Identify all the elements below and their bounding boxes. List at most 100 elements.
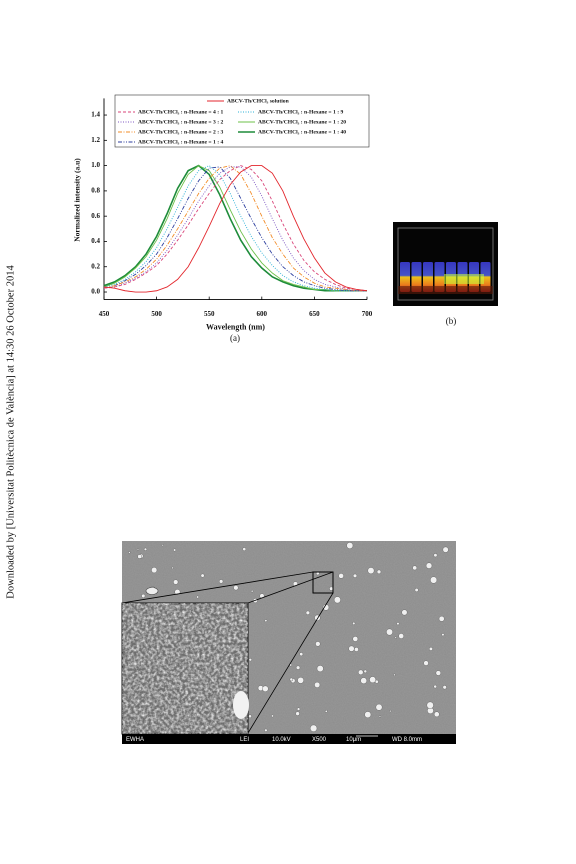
particle — [315, 641, 321, 647]
particle — [346, 542, 354, 549]
y-tick-label: 0.0 — [91, 288, 100, 296]
x-tick-label: 500 — [151, 310, 162, 318]
particle — [316, 665, 324, 672]
y-tick-label: 0.4 — [91, 237, 100, 245]
sem-label: EWHA — [126, 737, 144, 743]
particle — [262, 685, 269, 692]
particle — [358, 669, 364, 675]
x-tick-label: 550 — [204, 310, 215, 318]
particle — [128, 551, 131, 554]
particle — [412, 565, 418, 571]
particle — [200, 573, 205, 578]
vial — [411, 262, 422, 292]
sem-label: 10μm — [346, 737, 361, 743]
particle — [378, 715, 381, 718]
particle — [441, 633, 445, 637]
panel-label: (a) — [230, 333, 240, 343]
particle — [141, 593, 146, 598]
vial — [434, 262, 445, 292]
legend-label: ABCV-Th/CHCl₃ : n-Hexane = 2 : 3 — [138, 129, 223, 135]
data-line — [103, 164, 367, 292]
particle — [305, 610, 310, 615]
particle — [248, 658, 252, 662]
sem-label: X500 — [312, 737, 327, 743]
particle — [396, 622, 400, 626]
particle — [354, 647, 359, 652]
legend-label: ABCV-Th/CHCl₃ : n-Hexane = 3 : 2 — [138, 119, 223, 125]
particle — [173, 548, 177, 552]
particle — [389, 710, 392, 713]
particle — [376, 569, 382, 575]
particle — [297, 677, 304, 684]
particle — [173, 579, 179, 585]
data-line — [103, 165, 367, 292]
particle — [425, 562, 433, 569]
legend-label: ABCV-Th/CHCl₃ : n-Hexane = 4 : 1 — [138, 109, 223, 115]
chart: 0.0 0.2 0.4 0.6 0.8 1.0 1.2 1.4 450 500 550 600 650 7… — [73, 94, 373, 331]
particle — [218, 579, 224, 584]
particle — [429, 647, 433, 651]
vial — [400, 262, 410, 292]
particle — [324, 710, 328, 713]
particle — [271, 714, 274, 718]
vial-glow — [444, 274, 484, 284]
particle — [242, 547, 247, 551]
particle — [161, 544, 164, 547]
particle — [423, 660, 429, 666]
particle — [426, 701, 434, 709]
particle — [338, 573, 344, 579]
particle — [435, 670, 442, 676]
x-axis-label: Wavelength (nm) — [206, 322, 265, 331]
sem-label: WD 8.0mm — [392, 737, 422, 743]
particle — [296, 707, 301, 711]
y-tick-label: 0.2 — [91, 262, 100, 270]
particle — [433, 553, 438, 558]
legend-label: ABCV-Th/CHCl₃ solution — [227, 98, 290, 104]
particle — [398, 633, 404, 639]
vial — [423, 262, 433, 292]
particle — [137, 554, 142, 559]
particle — [352, 573, 358, 578]
vial-photo — [393, 222, 498, 306]
particle — [352, 636, 359, 642]
vial — [480, 262, 491, 292]
particle — [145, 587, 159, 595]
particle — [438, 615, 445, 622]
particle — [171, 566, 174, 570]
particle — [414, 588, 419, 592]
sem-label: LEI — [240, 737, 249, 743]
data-line — [103, 165, 367, 292]
particle — [401, 609, 408, 616]
legend-label: ABCV-Th/CHCl₃ : n-Hexane = 1 : 40 — [258, 129, 346, 135]
particle — [433, 711, 440, 718]
data-line — [103, 165, 367, 292]
side-note: Downloaded by [Universitat Politècnica d… — [5, 265, 16, 599]
particle — [394, 636, 397, 639]
particle — [433, 684, 437, 689]
y-axis-label: Normalized intensity (a.u) — [73, 158, 82, 242]
y-tick-label: 1.0 — [91, 161, 100, 169]
sem-label: 10.0kV — [272, 737, 291, 743]
particle — [442, 546, 449, 553]
particle — [151, 567, 158, 574]
y-tick-label: 0.8 — [91, 186, 100, 194]
y-tick-label: 0.6 — [91, 212, 100, 220]
y-tick-label: 1.2 — [91, 136, 100, 144]
particle — [369, 676, 376, 684]
particle — [264, 619, 268, 623]
particle — [352, 621, 356, 625]
x-tick-label: 650 — [309, 310, 320, 318]
sem-image: EWHA LEI 10.0kV X500 10μm WD 8.0mm — [121, 541, 456, 744]
particle — [310, 724, 318, 732]
data-line — [103, 166, 367, 292]
particle — [393, 673, 396, 676]
panel-label: (b) — [446, 316, 457, 326]
legend-box — [114, 94, 370, 148]
particle — [248, 714, 252, 719]
particle — [386, 628, 393, 636]
x-tick-label: 600 — [257, 310, 268, 318]
particle — [295, 711, 300, 716]
particle — [375, 703, 383, 711]
particle — [143, 547, 148, 551]
